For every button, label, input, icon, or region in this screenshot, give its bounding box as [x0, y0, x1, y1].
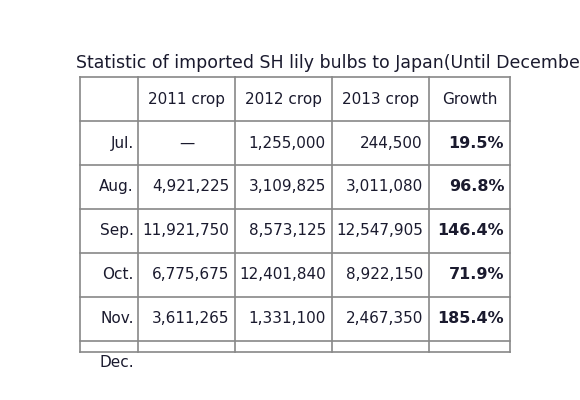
Text: 2,467,350: 2,467,350	[346, 311, 423, 326]
Text: Nov.: Nov.	[100, 311, 134, 326]
Text: 2013 crop: 2013 crop	[342, 92, 419, 107]
Text: 8,922,150: 8,922,150	[346, 267, 423, 282]
Text: 3,611,265: 3,611,265	[151, 311, 229, 326]
Text: 12,547,905: 12,547,905	[336, 223, 423, 238]
Text: 185.4%: 185.4%	[437, 311, 504, 326]
Text: —: —	[179, 136, 194, 150]
Text: 4,921,225: 4,921,225	[152, 180, 229, 194]
Text: Growth: Growth	[442, 92, 498, 107]
Text: Aug.: Aug.	[99, 180, 134, 194]
Text: 19.5%: 19.5%	[449, 136, 504, 150]
Text: Oct.: Oct.	[102, 267, 134, 282]
Text: 6,775,675: 6,775,675	[152, 267, 229, 282]
Text: 1,331,100: 1,331,100	[249, 311, 326, 326]
Text: Sep.: Sep.	[100, 223, 134, 238]
Text: 2011 crop: 2011 crop	[148, 92, 225, 107]
Text: 8,573,125: 8,573,125	[249, 223, 326, 238]
Text: Statistic of imported SH lily bulbs to Japan(Until December,2013): Statistic of imported SH lily bulbs to J…	[77, 54, 580, 72]
Text: 2012 crop: 2012 crop	[245, 92, 322, 107]
Text: 71.9%: 71.9%	[449, 267, 504, 282]
Text: 3,011,080: 3,011,080	[346, 180, 423, 194]
Text: 1,255,000: 1,255,000	[249, 136, 326, 150]
Text: Dec.: Dec.	[99, 355, 134, 370]
Text: Jul.: Jul.	[110, 136, 134, 150]
Text: 12,401,840: 12,401,840	[239, 267, 326, 282]
Text: 11,921,750: 11,921,750	[142, 223, 229, 238]
Text: 244,500: 244,500	[360, 136, 423, 150]
Text: 146.4%: 146.4%	[437, 223, 504, 238]
Text: 96.8%: 96.8%	[449, 180, 504, 194]
Text: 3,109,825: 3,109,825	[249, 180, 326, 194]
